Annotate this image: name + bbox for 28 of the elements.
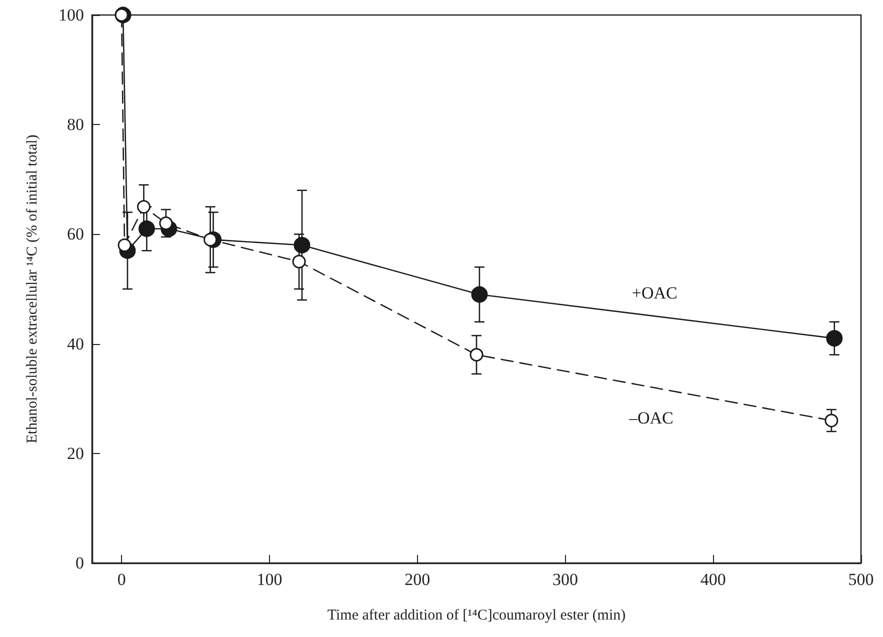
point xyxy=(204,232,218,246)
y-axis-title: Ethanol-soluble extracellular ¹⁴C (% of initial total) xyxy=(24,134,40,444)
point xyxy=(159,216,173,230)
point xyxy=(470,348,484,362)
x-tick-label: 400 xyxy=(700,570,726,589)
point xyxy=(294,236,310,254)
x-tick-label: 100 xyxy=(256,570,282,589)
x-tick-label: 300 xyxy=(552,570,578,589)
y-tick-label: 40 xyxy=(67,334,84,354)
point xyxy=(138,220,155,237)
y-tick-label: 100 xyxy=(58,6,84,24)
point xyxy=(292,254,306,268)
y-tick-label: 80 xyxy=(67,115,84,134)
y-tick-label: 20 xyxy=(67,444,84,463)
point xyxy=(824,414,838,428)
x-tick-label: 500 xyxy=(848,570,874,589)
point xyxy=(114,8,128,22)
point xyxy=(826,330,843,347)
y-tick-label: 60 xyxy=(67,224,84,244)
y-tick-label: 0 xyxy=(76,554,84,572)
x-tick-label: 200 xyxy=(404,570,430,589)
point xyxy=(471,286,488,303)
point xyxy=(137,200,151,214)
point xyxy=(118,238,132,252)
series-label: +OAC xyxy=(632,283,678,302)
x-tick-label: 0 xyxy=(117,570,126,589)
x-axis-title: Time after addition of [¹⁴C]coumaroyl ester (min) xyxy=(327,608,626,624)
series-label: –OAC xyxy=(628,408,674,428)
